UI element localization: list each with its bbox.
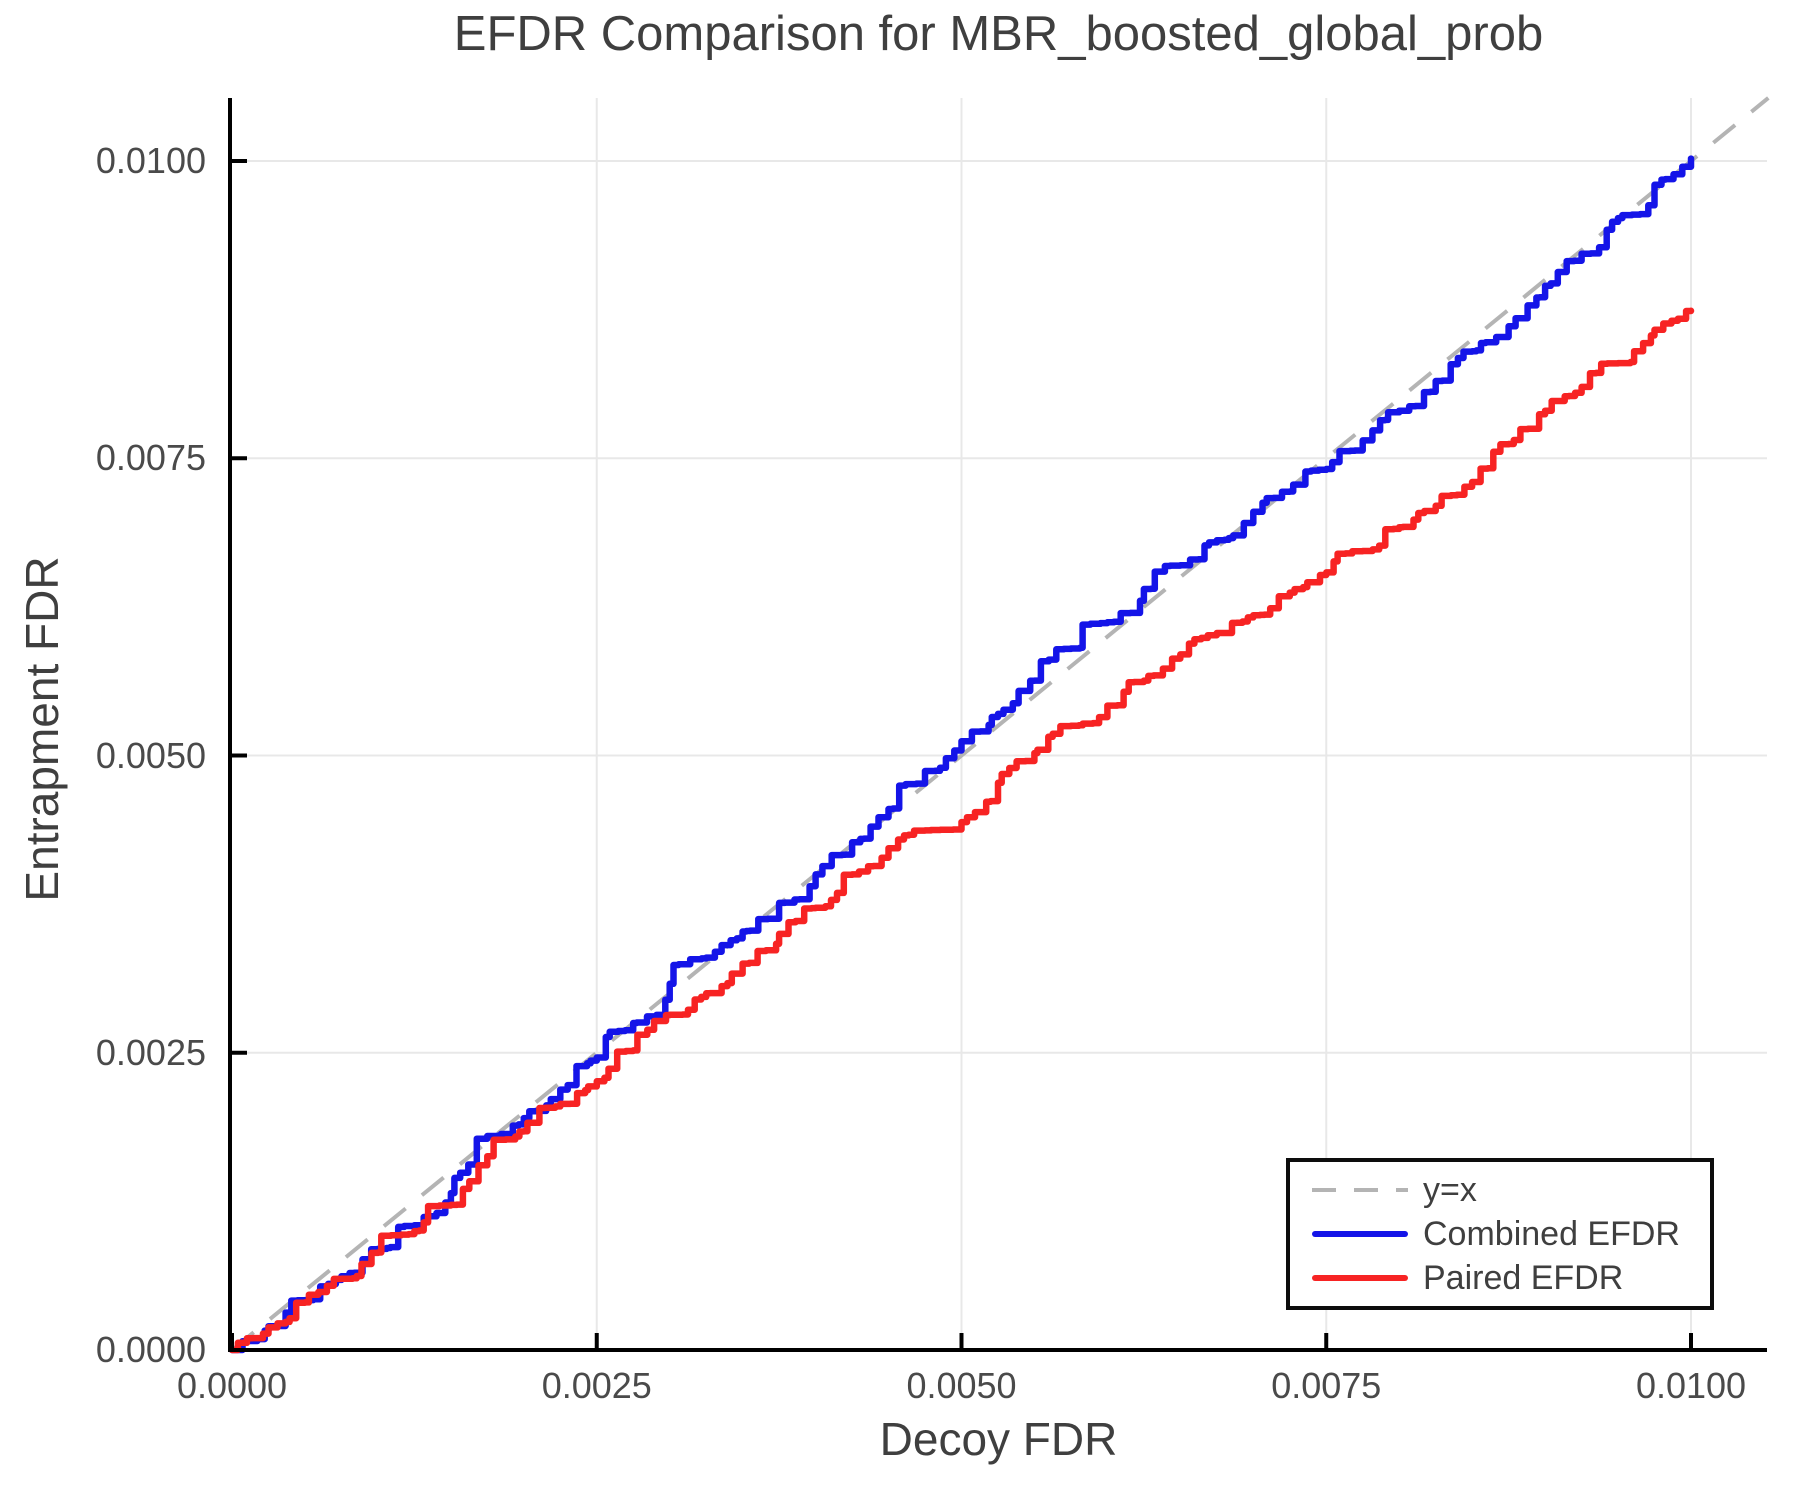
x-tick-label: 0.0075 [1271, 1365, 1382, 1406]
y-equals-x-line [230, 96, 1770, 1352]
y-tick-label: 0.0050 [95, 734, 206, 776]
legend: y=x Combined EFDR Paired EFDR [1286, 1158, 1714, 1310]
x-tick-label: 0.0100 [1635, 1365, 1747, 1406]
x-axis-title: Decoy FDR [879, 1413, 1118, 1465]
y-tick-label: 0.0100 [95, 140, 206, 181]
legend-label: Paired EFDR [1423, 1259, 1624, 1297]
legend-label: Combined EFDR [1423, 1215, 1680, 1253]
chart-title: EFDR Comparison for MBR_boosted_global_p… [453, 7, 1544, 61]
x-tick-label: 0.0000 [176, 1365, 288, 1406]
combined-line-swatch [1312, 1231, 1408, 1237]
x-tick-label: 0.0050 [906, 1365, 1017, 1406]
identity-line-swatch [1312, 1188, 1408, 1192]
paired-line-swatch [1312, 1275, 1408, 1281]
legend-item-combined: Combined EFDR [1312, 1217, 1710, 1252]
y-tick-label: 0.0025 [95, 1031, 206, 1073]
y-tick-label: 0.0075 [95, 437, 206, 479]
y-axis-title: Entrapment FDR [16, 556, 68, 902]
legend-label: y=x [1423, 1171, 1477, 1209]
y-tick-label: 0.0000 [95, 1329, 206, 1370]
legend-item-identity: y=x [1312, 1173, 1710, 1208]
paired-efdr-line [228, 307, 1695, 1354]
x-tick-label: 0.0025 [541, 1365, 652, 1406]
legend-item-paired: Paired EFDR [1312, 1261, 1710, 1296]
